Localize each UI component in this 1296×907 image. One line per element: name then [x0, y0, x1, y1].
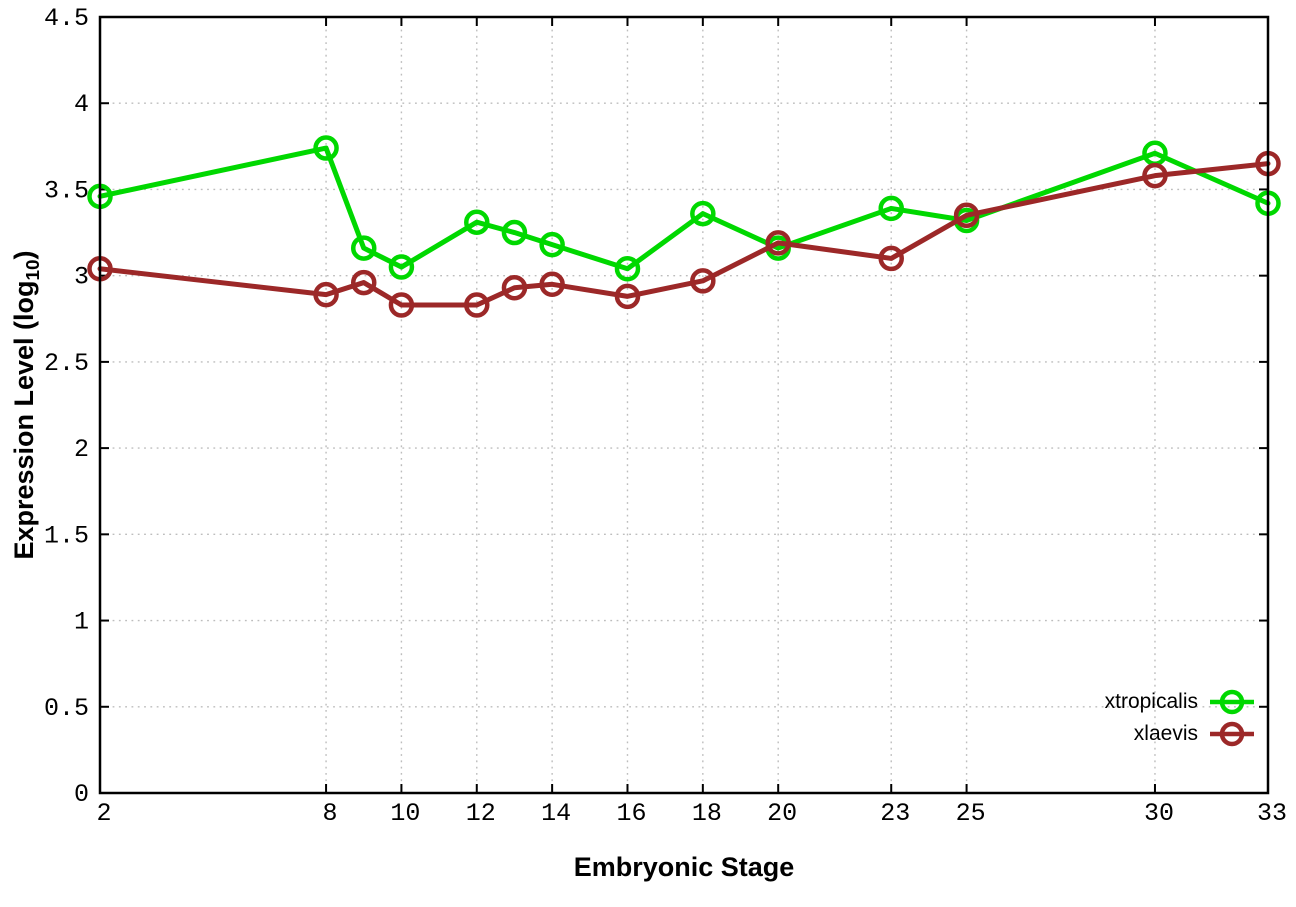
data-point-xtropicalis — [878, 195, 904, 222]
y-tick-label: 2.5 — [44, 349, 89, 378]
x-tick-label: 18 — [692, 799, 722, 828]
y-tick-label: 2 — [74, 435, 89, 464]
data-point-xlaevis — [501, 274, 528, 301]
y-axis-label-subscript: 10 — [23, 259, 44, 281]
legend-marker-xlaevis — [1210, 721, 1254, 747]
data-point-xlaevis — [953, 202, 980, 229]
data-point-xlaevis — [765, 230, 791, 256]
plot-border — [98, 15, 1270, 795]
y-axis-label-end: ) — [9, 250, 39, 260]
series-line-xtropicalis — [97, 145, 1271, 272]
x-tick-label: 8 — [323, 799, 338, 828]
y-tick-label: 1 — [74, 608, 89, 637]
data-point-xlaevis — [690, 268, 716, 294]
data-point-xlaevis — [539, 271, 565, 298]
legend-marker-xtropicalis — [1210, 689, 1254, 715]
data-point-xtropicalis — [539, 231, 565, 258]
legend-item-xlaevis: xlaevis — [1105, 718, 1256, 750]
data-point-xtropicalis — [388, 254, 415, 280]
y-tick-label: 3 — [74, 263, 89, 292]
x-tick-label: 10 — [390, 799, 420, 828]
x-tick-label: 23 — [880, 799, 910, 828]
legend-circle-sample — [1219, 721, 1245, 747]
data-point-xlaevis — [878, 245, 904, 272]
x-tick-label: 16 — [616, 799, 646, 828]
x-tick-label: 33 — [1257, 799, 1287, 828]
legend-label-xtropicalis: xtropicalis — [1104, 690, 1198, 713]
y-axis-label-main: Expression Level (log — [9, 280, 39, 560]
y-tick-label: 3.5 — [44, 176, 89, 205]
legend-circle-sample — [1219, 689, 1245, 715]
series-line-xlaevis — [97, 161, 1271, 308]
data-point-xtropicalis — [313, 135, 339, 161]
legend-label-xlaevis: xlaevis — [1133, 722, 1198, 745]
legend: xtropicalis xlaevis — [1105, 686, 1256, 750]
x-axis-label: Embryonic Stage — [573, 852, 795, 882]
y-tick-label: 4.5 — [44, 4, 89, 33]
y-tick-label: 1.5 — [44, 521, 89, 550]
y-axis-label: Expression Level (log10) — [9, 250, 45, 559]
y-tick-label: 4 — [74, 90, 89, 119]
x-tick-label: 12 — [466, 799, 496, 828]
x-tick-label: 14 — [541, 799, 571, 828]
data-point-xlaevis — [388, 292, 415, 318]
data-point-xlaevis — [350, 269, 377, 296]
x-tick-label: 2 — [96, 799, 111, 828]
data-point-xlaevis — [313, 281, 339, 308]
data-point-xlaevis — [614, 283, 641, 310]
y-tick-label: 0 — [74, 780, 89, 809]
x-tick-label: 30 — [1144, 799, 1174, 828]
data-point-xlaevis — [1142, 162, 1168, 189]
data-point-xtropicalis — [350, 235, 377, 261]
x-tick-label: 20 — [767, 799, 797, 828]
data-point-xtropicalis — [464, 209, 490, 235]
data-point-xtropicalis — [501, 219, 528, 246]
data-point-xlaevis — [464, 292, 490, 318]
data-point-xtropicalis — [690, 200, 716, 227]
legend-item-xtropicalis: xtropicalis — [1105, 686, 1256, 718]
y-tick-label: 0.5 — [44, 694, 89, 723]
data-point-xtropicalis — [614, 256, 641, 282]
x-tick-label: 25 — [956, 799, 986, 828]
